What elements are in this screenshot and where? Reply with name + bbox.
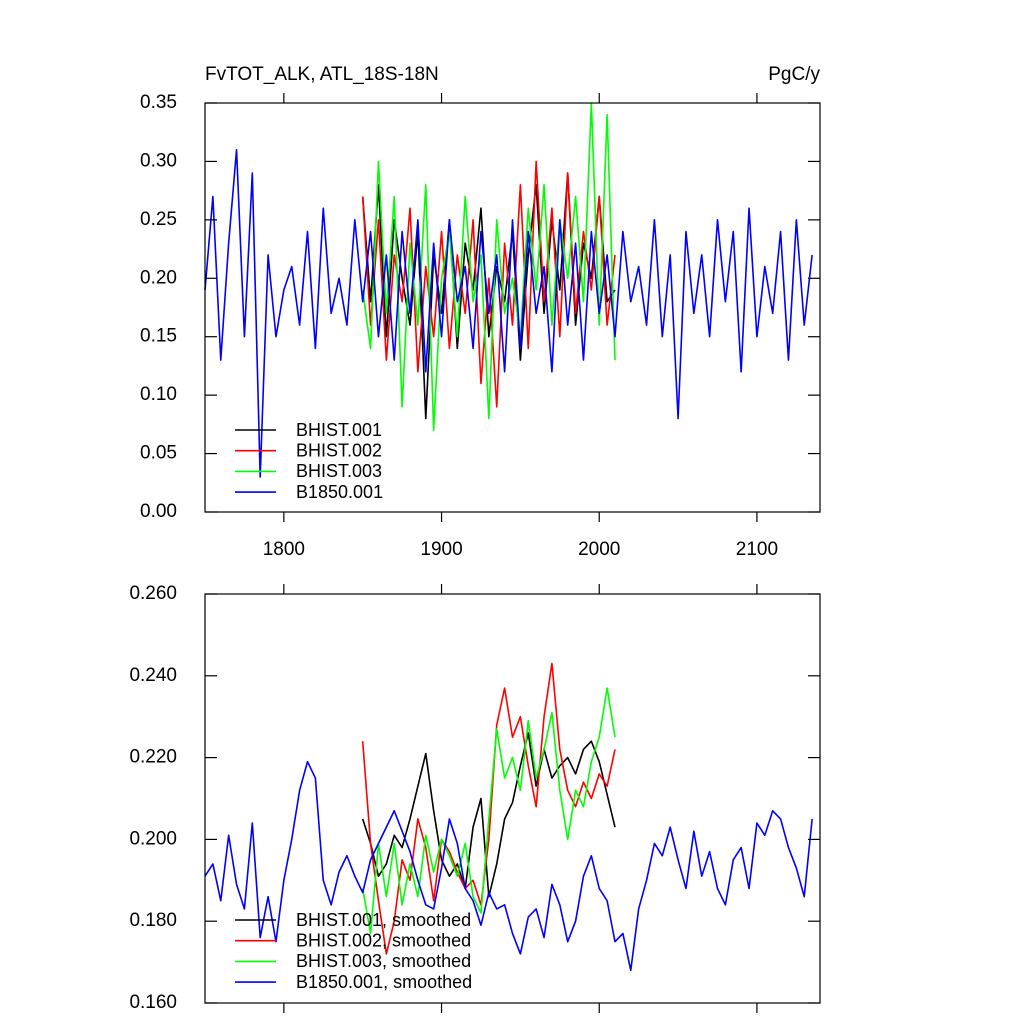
y-tick-label: 0.35 <box>140 92 177 113</box>
y-tick-label: 0.160 <box>129 992 177 1013</box>
series-line <box>361 687 616 935</box>
legend-label: BHIST.002 <box>296 440 382 460</box>
y-tick-label: 0.10 <box>140 384 177 405</box>
y-tick-label: 0.25 <box>140 209 177 230</box>
series-line <box>204 148 813 478</box>
series-line <box>361 102 616 431</box>
series-line <box>361 662 616 955</box>
units-label: PgC/y <box>768 64 820 85</box>
legend-label: BHIST.001 <box>296 420 382 440</box>
y-tick-label: 0.05 <box>140 443 177 464</box>
y-tick-label: 0.20 <box>140 267 177 288</box>
x-tick-label: 2000 <box>578 539 620 560</box>
y-tick-label: 0.220 <box>129 747 177 768</box>
x-tick-label: 1900 <box>420 539 462 560</box>
y-tick-label: 0.180 <box>129 910 177 931</box>
legend-label: BHIST.002, smoothed <box>296 930 471 950</box>
y-tick-label: 0.00 <box>140 501 177 522</box>
plot-frame <box>204 593 821 1004</box>
legend-label: BHIST.003, smoothed <box>296 951 471 971</box>
series-line <box>204 760 813 972</box>
y-tick-label: 0.200 <box>129 828 177 849</box>
x-tick-label: 1800 <box>263 539 305 560</box>
legend-label: B1850.001 <box>296 482 383 502</box>
legend-label: BHIST.003 <box>296 461 382 481</box>
legend-label: B1850.001, smoothed <box>296 972 472 992</box>
y-tick-label: 0.15 <box>140 326 177 347</box>
chart-title: FvTOT_ALK, ATL_18S-18N <box>205 64 439 85</box>
y-tick-label: 0.240 <box>129 665 177 686</box>
plot-frame <box>204 102 821 513</box>
y-tick-label: 0.260 <box>129 583 177 604</box>
y-tick-label: 0.30 <box>140 150 177 171</box>
x-tick-label: 2100 <box>736 539 778 560</box>
legend-label: BHIST.001, smoothed <box>296 910 471 930</box>
